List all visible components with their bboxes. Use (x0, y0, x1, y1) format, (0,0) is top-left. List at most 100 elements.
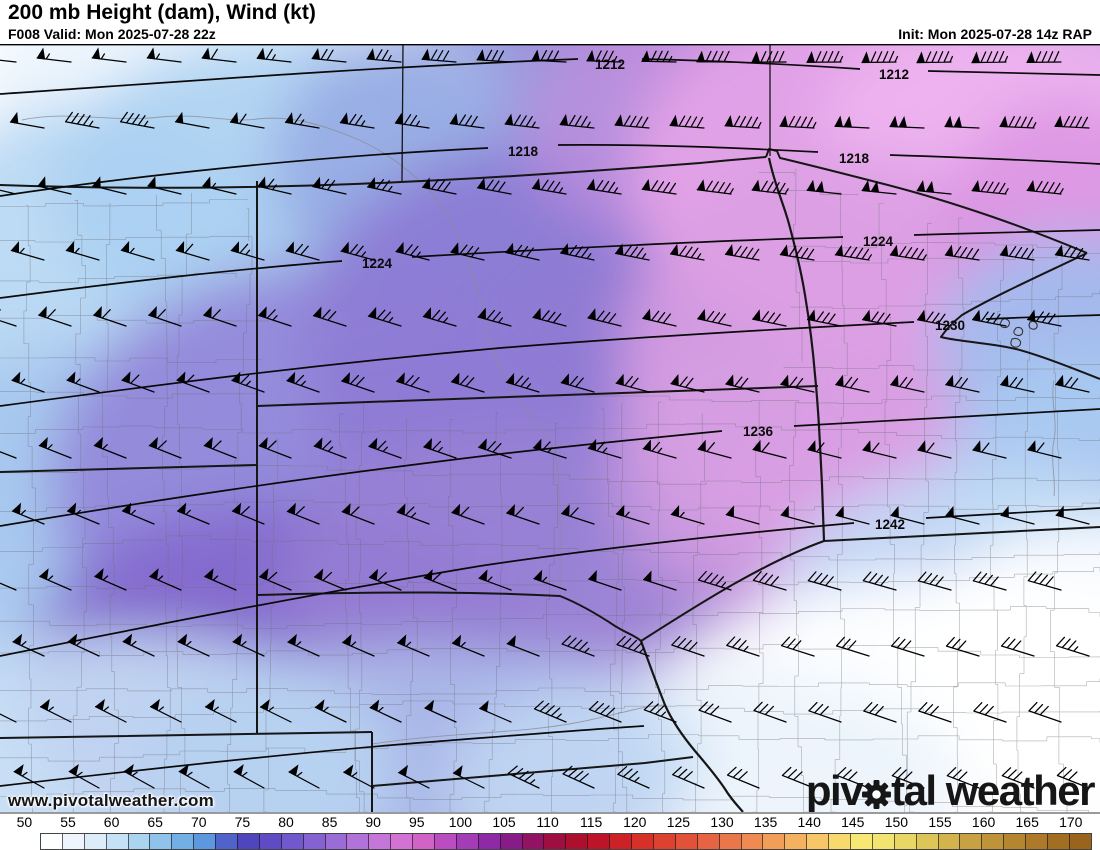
colorbar-cell (1068, 834, 1091, 849)
logo-text-prefix: piv (805, 767, 864, 812)
page-title: 200 mb Height (dam), Wind (kt) (8, 1, 316, 24)
colorbar-cell (784, 834, 807, 849)
colorbar-tick-label: 70 (191, 814, 207, 830)
colorbar-cell (1025, 834, 1047, 849)
colorbar-tick-label: 110 (536, 814, 559, 830)
colorbar-cell (740, 834, 763, 849)
colorbar-cell (959, 834, 982, 849)
logo-text-suffix: tal weather (891, 767, 1095, 812)
colorbar-cell (237, 834, 259, 849)
colorbar-tick-label: 75 (234, 814, 251, 830)
colorbar-tick-label: 140 (797, 814, 821, 830)
colorbar-cell (105, 834, 128, 849)
colorbar-cell (1003, 834, 1026, 849)
colorbar-tick-label: 105 (492, 814, 516, 830)
colorbar-tick-label: 170 (1059, 814, 1083, 830)
colorbar-cell (762, 834, 785, 849)
colorbar-cell (193, 834, 216, 849)
forecast-valid-time: F008 Valid: Mon 2025-07-28 22z (8, 26, 216, 42)
forecast-map: 1212 1212 1218 1218 1224 1224 1230 1236 1242 www… (0, 44, 1100, 812)
colorbar-cell (368, 834, 391, 849)
colorbar-cell (674, 834, 697, 849)
colorbar-cell (521, 834, 544, 849)
wind-barbs-layer (0, 47, 1090, 789)
colorbar-tick-label: 160 (971, 814, 996, 830)
contour-label: 1224 (863, 234, 894, 249)
colorbar-cell (631, 834, 653, 849)
colorbar-cell (171, 834, 194, 849)
colorbar-tick-label: 150 (884, 814, 909, 830)
colorbar-tick-label: 100 (448, 814, 473, 830)
pivotal-weather-logo: piv tal weather (805, 767, 1096, 812)
colorbar-cell (412, 834, 435, 849)
state-borders (0, 44, 1100, 812)
colorbar-cell (806, 834, 829, 849)
colorbar-cell (258, 834, 281, 849)
colorbar-cell (893, 834, 916, 849)
colorbar-cell (280, 834, 303, 849)
colorbar-cell (477, 834, 500, 849)
colorbar-tick-label: 145 (841, 814, 865, 830)
colorbar-tick-label: 90 (365, 814, 381, 830)
contour-label: 1212 (879, 67, 909, 82)
contour-label: 1236 (743, 424, 774, 439)
colorbar-tick-labels: 50 55 60 65 70 75 80 85 90 95 100 105 110 115 120 125 13… (0, 814, 1100, 831)
colorbar-cell (849, 834, 872, 849)
colorbar-tick-label: 80 (278, 814, 294, 830)
lake-outlines (999, 318, 1038, 348)
colorbar-tick-label: 95 (409, 814, 425, 830)
colorbar-cell (565, 834, 588, 849)
colorbar-tick-label: 115 (580, 814, 603, 830)
colorbar-cell (215, 834, 238, 849)
colorbar-cell (696, 834, 719, 849)
colorbar (40, 833, 1092, 850)
colorbar-cell (346, 834, 369, 849)
colorbar-cell (981, 834, 1004, 849)
colorbar-tick-label: 60 (103, 814, 120, 830)
colorbar-tick-label: 65 (147, 814, 163, 830)
colorbar-cell (915, 834, 938, 849)
colorbar-cell (324, 834, 347, 849)
colorbar-tick-label: 120 (623, 814, 647, 830)
colorbar-tick-label: 155 (928, 814, 952, 830)
colorbar-cell (609, 834, 632, 849)
colorbar-cell (499, 834, 522, 849)
colorbar-cell (149, 834, 172, 849)
colorbar-axis-rule (0, 812, 1100, 814)
model-init-time: Init: Mon 2025-07-28 14z RAP (898, 26, 1092, 42)
contour-label: 1242 (875, 517, 905, 532)
colorbar-cell (41, 834, 62, 849)
colorbar-cell (652, 834, 675, 849)
height-contours (0, 58, 1100, 787)
colorbar-cell (828, 834, 850, 849)
colorbar-tick-label: 125 (666, 814, 691, 830)
colorbar-tick-label: 135 (753, 814, 778, 830)
colorbar-cell (390, 834, 413, 849)
river-lines (21, 115, 1056, 745)
contour-label: 1224 (362, 256, 393, 271)
colorbar-cell (543, 834, 566, 849)
colorbar-cell (302, 834, 325, 849)
colorbar-cell (1046, 834, 1069, 849)
colorbar-tick-label: 165 (1015, 814, 1039, 830)
gear-icon (862, 780, 892, 809)
contour-label: 1218 (508, 144, 539, 159)
contour-label: 1212 (595, 57, 625, 72)
contour-label: 1218 (839, 151, 870, 166)
colorbar-cell (83, 834, 106, 849)
colorbar-tick-label: 85 (321, 814, 338, 830)
colorbar-cell (61, 834, 84, 849)
colorbar-cell (455, 834, 478, 849)
colorbar-tick-label: 50 (16, 814, 33, 830)
colorbar-cell (127, 834, 150, 849)
colorbar-tick-label: 130 (710, 814, 734, 830)
colorbar-cell (434, 834, 456, 849)
colorbar-cell (587, 834, 610, 849)
colorbar-tick-label: 55 (60, 814, 76, 830)
colorbar-cell (871, 834, 894, 849)
colorbar-cell (718, 834, 741, 849)
colorbar-cell (937, 834, 960, 849)
